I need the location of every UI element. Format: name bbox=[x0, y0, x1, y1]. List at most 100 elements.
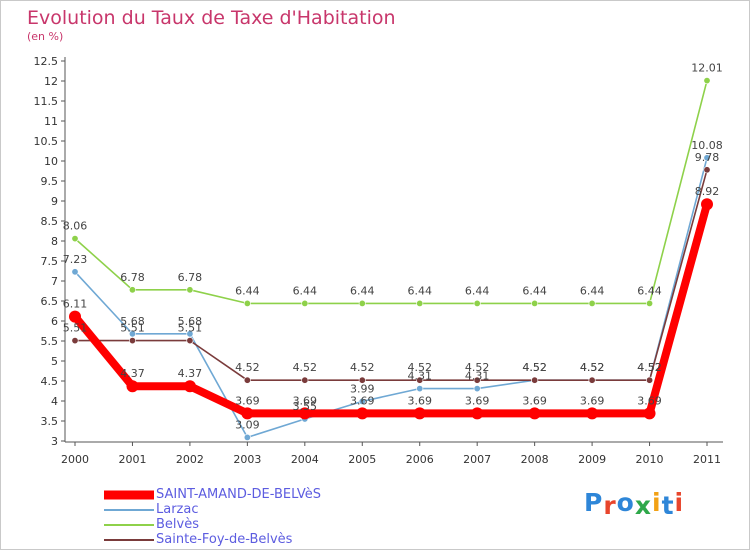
y-tick-label: 8 bbox=[51, 235, 58, 248]
data-point-belv-s bbox=[588, 299, 596, 307]
proxiti-logo: Proxiti bbox=[584, 488, 684, 520]
x-tick-label: 2005 bbox=[348, 453, 376, 466]
chart-data-labels: 8.06 6.78 6.78 6.44 6.44 6.44 6.44 6.44 6.44 6.44… bbox=[63, 62, 723, 432]
data-point-saint-amand-de-belv-s bbox=[643, 407, 656, 420]
data-label-larzac: 3.55 bbox=[293, 400, 318, 413]
data-label-belv-s: 6.44 bbox=[465, 284, 490, 297]
data-point-larzac bbox=[186, 330, 194, 338]
data-label-saint-amand-de-belv-s: 3.69 bbox=[637, 394, 662, 407]
data-point-sainte-foy-de-belv-s bbox=[473, 376, 481, 384]
data-point-sainte-foy-de-belv-s bbox=[358, 376, 366, 384]
data-label-larzac: 7.23 bbox=[63, 253, 88, 266]
data-point-sainte-foy-de-belv-s bbox=[243, 376, 251, 384]
legend-label: Sainte-Foy-de-Belvès bbox=[156, 532, 293, 547]
data-label-belv-s: 6.78 bbox=[120, 271, 145, 284]
data-label-larzac: 4.52 bbox=[637, 361, 662, 374]
data-point-belv-s bbox=[358, 299, 366, 307]
data-label-belv-s: 6.44 bbox=[580, 284, 605, 297]
data-point-belv-s bbox=[186, 286, 194, 294]
legend-swatch bbox=[104, 508, 154, 511]
x-tick-label: 2010 bbox=[636, 453, 664, 466]
data-label-sainte-foy-de-belv-s: 4.52 bbox=[580, 361, 605, 374]
y-tick-label: 12 bbox=[44, 75, 58, 88]
data-label-saint-amand-de-belv-s: 4.37 bbox=[178, 367, 203, 380]
legend-label: Belvès bbox=[156, 517, 199, 532]
data-point-saint-amand-de-belv-s bbox=[528, 407, 541, 420]
data-point-sainte-foy-de-belv-s bbox=[128, 337, 136, 345]
data-label-belv-s: 6.44 bbox=[350, 284, 375, 297]
data-label-saint-amand-de-belv-s: 8.92 bbox=[695, 185, 720, 198]
data-label-sainte-foy-de-belv-s: 4.52 bbox=[522, 361, 547, 374]
data-label-saint-amand-de-belv-s: 3.69 bbox=[580, 394, 605, 407]
chart-axes: 3 3.5 4 4.5 5 5.5 6 6.5 7 7.5 8 8.5 9 9.5 10 10.5 11 11.5… bbox=[34, 55, 723, 466]
legend-swatch bbox=[104, 523, 154, 526]
series-line-belv-s bbox=[74, 80, 708, 305]
chart-data-points bbox=[69, 77, 713, 441]
x-tick-label: 2007 bbox=[463, 453, 491, 466]
chart-title: Evolution du Taux de Taxe d'Habitation bbox=[27, 7, 396, 29]
data-point-larzac bbox=[358, 397, 366, 405]
data-label-saint-amand-de-belv-s: 3.69 bbox=[350, 394, 375, 407]
data-label-larzac: 10.08 bbox=[691, 139, 723, 152]
data-label-sainte-foy-de-belv-s: 4.52 bbox=[637, 361, 662, 374]
series-line-saint-amand-de-belv-s bbox=[71, 203, 711, 418]
y-tick-label: 9 bbox=[51, 195, 58, 208]
data-label-belv-s: 6.78 bbox=[178, 271, 203, 284]
y-tick-label: 3.5 bbox=[41, 415, 59, 428]
legend-swatch bbox=[104, 490, 154, 499]
data-point-saint-amand-de-belv-s bbox=[126, 380, 139, 393]
y-tick-label: 7 bbox=[51, 275, 58, 288]
data-label-saint-amand-de-belv-s: 6.11 bbox=[63, 298, 88, 311]
data-point-belv-s bbox=[646, 299, 654, 307]
data-label-belv-s: 6.44 bbox=[407, 284, 432, 297]
y-tick-label: 6 bbox=[51, 315, 58, 328]
data-label-larzac: 4.52 bbox=[580, 361, 605, 374]
x-tick-label: 2000 bbox=[61, 453, 89, 466]
logo-letter: P bbox=[584, 488, 604, 517]
data-label-sainte-foy-de-belv-s: 9.78 bbox=[695, 151, 720, 164]
legend-label: SAINT-AMAND-DE-BELVèS bbox=[156, 487, 322, 502]
logo-letter: r bbox=[603, 491, 617, 520]
data-label-belv-s: 8.06 bbox=[63, 220, 88, 233]
x-tick-label: 2009 bbox=[578, 453, 606, 466]
data-label-sainte-foy-de-belv-s: 5.51 bbox=[178, 322, 203, 335]
data-point-sainte-foy-de-belv-s bbox=[703, 166, 711, 174]
data-point-larzac bbox=[128, 330, 136, 338]
y-tick-label: 10 bbox=[44, 155, 58, 168]
chart-series-lines bbox=[71, 80, 711, 439]
data-point-saint-amand-de-belv-s bbox=[586, 407, 599, 420]
data-label-larzac: 3.99 bbox=[350, 382, 375, 395]
data-point-larzac bbox=[473, 385, 481, 393]
y-tick-label: 5 bbox=[51, 355, 58, 368]
x-tick-label: 2006 bbox=[406, 453, 434, 466]
data-point-saint-amand-de-belv-s bbox=[701, 198, 713, 211]
data-label-belv-s: 12.01 bbox=[691, 62, 723, 75]
x-tick-label: 2008 bbox=[521, 453, 549, 466]
data-label-sainte-foy-de-belv-s: 4.52 bbox=[350, 361, 375, 374]
data-point-larzac bbox=[416, 385, 424, 393]
y-tick-label: 6.5 bbox=[41, 295, 59, 308]
data-label-belv-s: 6.44 bbox=[293, 284, 318, 297]
data-point-saint-amand-de-belv-s bbox=[69, 310, 81, 323]
data-label-saint-amand-de-belv-s: 3.69 bbox=[293, 394, 318, 407]
data-label-larzac: 4.31 bbox=[465, 370, 490, 383]
data-point-sainte-foy-de-belv-s bbox=[71, 337, 79, 345]
data-point-belv-s bbox=[128, 286, 136, 294]
data-point-belv-s bbox=[71, 235, 79, 243]
data-label-saint-amand-de-belv-s: 4.37 bbox=[120, 367, 145, 380]
logo-letter: t bbox=[661, 491, 675, 520]
y-tick-label: 9.5 bbox=[41, 175, 59, 188]
y-tick-label: 4.5 bbox=[41, 375, 59, 388]
data-label-larzac: 3.09 bbox=[235, 418, 260, 431]
data-point-sainte-foy-de-belv-s bbox=[531, 376, 539, 384]
data-point-belv-s bbox=[416, 299, 424, 307]
y-tick-label: 10.5 bbox=[34, 135, 59, 148]
y-tick-label: 5.5 bbox=[41, 335, 59, 348]
y-tick-label: 12.5 bbox=[34, 55, 59, 68]
data-point-sainte-foy-de-belv-s bbox=[186, 337, 194, 345]
data-point-saint-amand-de-belv-s bbox=[183, 380, 196, 393]
x-tick-label: 2011 bbox=[693, 453, 721, 466]
data-point-sainte-foy-de-belv-s bbox=[588, 376, 596, 384]
